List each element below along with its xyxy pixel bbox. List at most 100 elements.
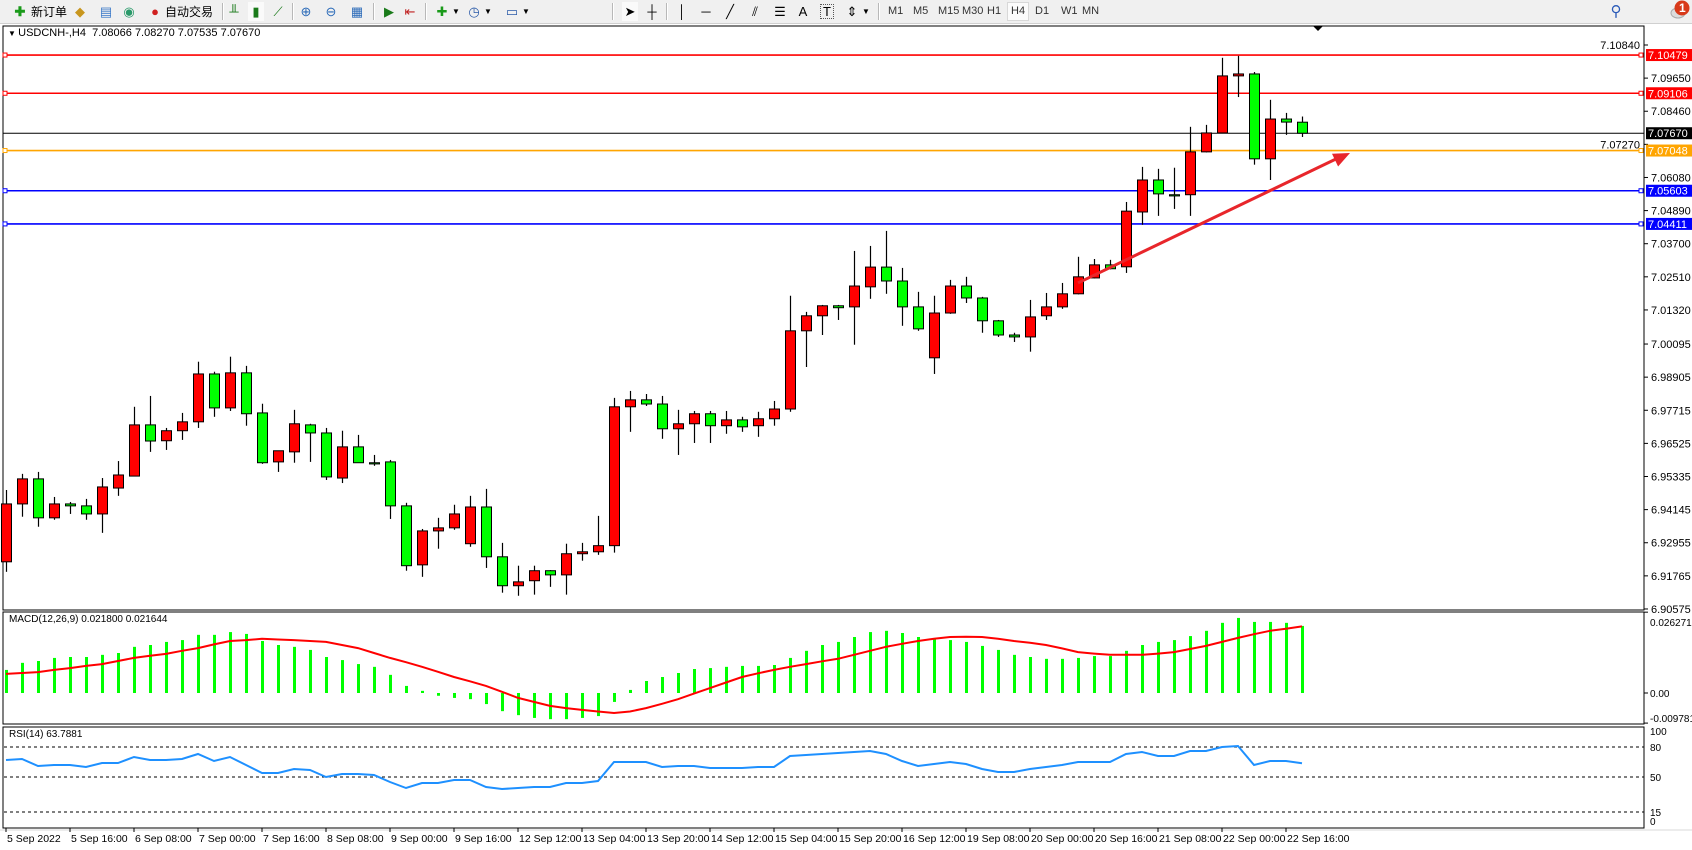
candle-body [1041, 306, 1052, 317]
candle-body [161, 430, 172, 442]
macd-histogram-bar [5, 669, 8, 693]
crosshair-button[interactable]: ┼ [644, 2, 660, 21]
templates-dropdown[interactable]: ▭ ▼ [504, 2, 530, 21]
gold-button[interactable]: ◆ [72, 2, 88, 21]
macd-histogram-bar [1205, 630, 1208, 693]
zoom-in-button[interactable]: ⊕ [298, 2, 314, 21]
arrows-dropdown[interactable]: ⇕ ▼ [844, 2, 870, 21]
autoscroll-button[interactable]: ▶ [381, 2, 397, 21]
timeframe-h4[interactable]: H4 [1007, 2, 1030, 21]
candle-body [1057, 293, 1068, 308]
line-handle-left [2, 148, 8, 154]
candle [193, 361, 204, 428]
chart-shift-icon: ⇤ [404, 3, 416, 19]
candle [401, 502, 412, 571]
fibonacci-button[interactable]: ☰ [772, 2, 788, 21]
notification-button[interactable]: 1 [1670, 0, 1690, 20]
candle-body [497, 556, 508, 587]
candle [33, 471, 44, 527]
line-chart-button[interactable]: ⟋ [270, 2, 286, 21]
candle-body [353, 446, 364, 464]
candle [145, 395, 156, 452]
candle [577, 542, 588, 561]
price-axis-label: 7.01320 [1651, 305, 1691, 317]
macd-histogram-bar [597, 693, 600, 717]
timeframe-mn[interactable]: MN [1082, 5, 1100, 17]
candle-body [33, 478, 44, 519]
candle-body [1025, 316, 1036, 338]
text-button[interactable]: A [795, 2, 811, 21]
signals-button[interactable]: ◉ [121, 2, 137, 21]
candle-body [1, 503, 12, 563]
timeframe-m15[interactable]: M15 [938, 5, 960, 17]
candle-body [737, 419, 748, 428]
candle-body [241, 372, 252, 415]
new-order-button[interactable]: ✚ 新订单 [12, 2, 67, 21]
candle-body [209, 373, 220, 409]
data-window-button[interactable]: ▤ [98, 2, 114, 21]
macd-histogram-bar [197, 634, 200, 693]
candle [481, 488, 492, 568]
autotrade-button[interactable]: ● 自动交易 [147, 2, 213, 21]
macd-histogram-bar [21, 662, 24, 693]
new-order-icon: ✚ [14, 3, 26, 19]
candle-body [369, 462, 380, 465]
macd-histogram-bar [757, 665, 760, 693]
equidistant-channel-button[interactable]: ⫽ [747, 2, 763, 21]
search-button[interactable]: ⚲ [1608, 2, 1624, 21]
candle [929, 295, 940, 374]
candle-body [833, 305, 844, 309]
ohlc-high: 7.08270 [134, 27, 175, 39]
candle-body [913, 306, 924, 330]
candlestick-button[interactable]: ▮ [248, 2, 264, 21]
rsi-line [5, 744, 1303, 791]
candle [977, 296, 988, 333]
cursor-button[interactable]: ➤ [622, 2, 638, 21]
price-axis-label: 7.08460 [1651, 106, 1691, 118]
candle-body [1009, 334, 1020, 338]
timeframe-w1[interactable]: W1 [1061, 5, 1078, 17]
chart-shift-button[interactable]: ⇤ [402, 2, 418, 21]
candle-body [417, 530, 428, 566]
bar-chart-button[interactable]: ╨ [226, 2, 242, 21]
price-axis-label: 7.09650 [1651, 73, 1691, 85]
candle [801, 311, 812, 367]
zoom-out-button[interactable]: ⊖ [323, 2, 339, 21]
autotrade-icon: ● [151, 3, 159, 19]
tile-windows-icon: ▦ [350, 3, 364, 19]
arrows-icon: ⇕ [846, 3, 858, 19]
periods-dropdown[interactable]: ◷ ▼ [466, 2, 492, 21]
equidistant-channel-icon: ⫽ [752, 3, 758, 19]
timeframe-m30[interactable]: M30 [962, 5, 984, 17]
candle [1, 490, 12, 572]
vertical-line-button[interactable]: │ [674, 2, 690, 21]
chart-area[interactable]: 7.10840 7.09650 7.08460 7.07270 7.06080 7.048… [0, 24, 1692, 850]
price-axis-label: 6.95335 [1651, 472, 1691, 484]
text-label-button[interactable]: T [820, 2, 834, 21]
timeframe-h1[interactable]: H1 [987, 5, 1002, 17]
candle-body [273, 450, 284, 463]
candle [913, 291, 924, 331]
indicators-dropdown[interactable]: ✚ ▼ [434, 2, 460, 21]
price-axis-label: 7.10840 [1600, 40, 1640, 52]
trendline-button[interactable]: ╱ [722, 2, 738, 21]
tile-windows-button[interactable]: ▦ [349, 2, 365, 21]
macd-label: MACD(12,26,9) 0.021800 0.021644 [9, 614, 168, 625]
time-axis-label: 15 Sep 20:00 [839, 833, 902, 845]
macd-histogram-bar [1093, 656, 1096, 693]
collapse-triangle-icon[interactable]: ▼ [8, 29, 19, 38]
notification-icon [1670, 0, 1690, 19]
macd-histogram-bar [1109, 656, 1112, 693]
timeframe-m1[interactable]: M1 [888, 5, 904, 17]
candle [321, 427, 332, 480]
timeframe-d1[interactable]: D1 [1035, 5, 1050, 17]
timeframe-m5[interactable]: M5 [913, 5, 929, 17]
candle-body [193, 373, 204, 423]
macd-histogram-bar [1237, 617, 1240, 693]
candle-body [929, 312, 940, 359]
price-tag [1646, 184, 1692, 197]
horizontal-line-button[interactable]: ─ [698, 2, 714, 21]
candle-body [17, 478, 28, 505]
macd-histogram-bar [1173, 640, 1176, 693]
time-axis-label: 9 Sep 16:00 [455, 833, 512, 845]
